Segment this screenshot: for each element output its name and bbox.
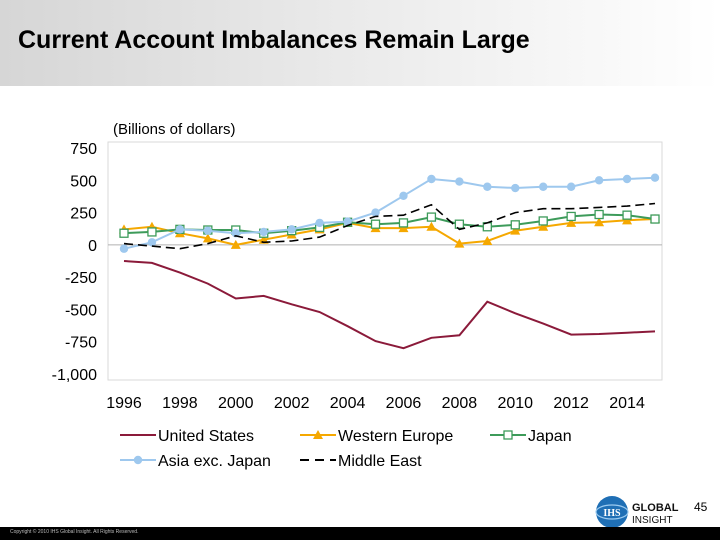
series-3-point: [539, 182, 548, 191]
series-line-3: [123, 176, 656, 250]
y-tick-label: 750: [70, 141, 97, 158]
series-1-point: [538, 221, 549, 231]
series-3-point: [566, 182, 576, 191]
series-line-4: [123, 202, 656, 250]
copyright-text: Copyright © 2010 IHS Global Insight. All…: [10, 529, 139, 535]
series-3-point: [147, 238, 157, 247]
series-2-point: [370, 219, 381, 229]
series-3-point: [315, 218, 324, 228]
series-3-point: [371, 208, 380, 217]
series-2-point: [147, 227, 157, 237]
series-3-point: [175, 225, 185, 234]
series-3-point: [399, 191, 408, 200]
logo-orbit-icon: [595, 504, 629, 520]
logo-globe-icon: [596, 496, 628, 528]
series-3-point: [483, 182, 492, 191]
series-1-point: [594, 217, 605, 227]
logo-line1: GLOBAL: [632, 502, 679, 514]
series-3-point: [511, 183, 520, 193]
series-3-point: [287, 225, 296, 234]
series-2-point: [622, 210, 632, 220]
series-1-point: [230, 239, 241, 249]
legend-label-2: Japan: [528, 428, 572, 445]
series-1-point: [398, 223, 409, 233]
legend-label-3: Asia exc. Japan: [158, 453, 271, 470]
series-3-point: [650, 173, 660, 182]
x-tick-label: 2014: [609, 395, 645, 412]
plot-area: [107, 141, 663, 381]
legend-label-0: United States: [158, 428, 254, 445]
x-tick-label: 2004: [330, 395, 366, 412]
x-tick-label: 1998: [162, 395, 198, 412]
series-1-point: [510, 225, 521, 235]
series-1-point: [566, 217, 577, 227]
legend-marker-2: [503, 430, 513, 440]
legend-label-1: Western Europe: [338, 428, 453, 445]
series-2-point: [398, 218, 409, 228]
y-tick-label: 250: [70, 206, 97, 223]
series-line-0: [123, 260, 656, 350]
x-tick-label: 2008: [442, 395, 478, 412]
title-bar: Current Account Imbalances Remain Large: [0, 0, 720, 86]
series-3-point: [455, 177, 464, 186]
footer-bar: [0, 527, 720, 540]
page-number: 45: [694, 500, 708, 514]
x-tick-label: 2006: [386, 395, 422, 412]
series-3-point: [343, 217, 352, 226]
series-3-point: [622, 174, 632, 184]
logo-mark: IHS: [603, 508, 621, 519]
series-1-point: [426, 221, 437, 231]
y-tick-label: -1,000: [52, 367, 97, 384]
legend-label-4: Middle East: [338, 453, 422, 470]
series-2-point: [426, 212, 437, 222]
series-1-point: [454, 238, 465, 248]
series-2-point: [566, 211, 576, 222]
x-tick-label: 1996: [106, 395, 142, 412]
series-line-1: [123, 218, 656, 246]
x-tick-label: 2000: [218, 395, 254, 412]
y-tick-label: 0: [88, 238, 97, 255]
global-insight-logo: IHS GLOBAL INSIGHT: [595, 496, 679, 528]
y-tick-label: -500: [65, 302, 97, 319]
series-2-point: [650, 214, 660, 224]
series-3-point: [594, 176, 604, 185]
series-2-point: [454, 219, 465, 229]
chart-subtitle: (Billions of dollars): [113, 121, 236, 138]
legend-marker-1: [313, 430, 323, 439]
slide-title: Current Account Imbalances Remain Large: [18, 26, 530, 54]
series-2-point: [594, 209, 604, 220]
y-tick-label: 500: [70, 173, 97, 190]
y-tick-label: -250: [65, 270, 97, 287]
series-3-point: [119, 244, 129, 253]
series-1-point: [622, 215, 633, 225]
x-tick-label: 2002: [274, 395, 310, 412]
series-2-point: [538, 216, 548, 226]
y-tick-label: -750: [65, 335, 97, 352]
series-1-point: [202, 233, 213, 243]
series-3-point: [427, 174, 436, 184]
series-1-point: [482, 235, 493, 245]
series-3-point: [231, 229, 240, 238]
series-3-point: [259, 227, 268, 237]
series-3-point: [203, 226, 213, 235]
x-tick-label: 2010: [497, 395, 533, 412]
series-2-point: [119, 228, 129, 238]
series-2-point: [510, 220, 520, 230]
legend-marker-3: [133, 455, 143, 465]
logo-line2: INSIGHT: [632, 515, 673, 526]
x-tick-label: 2012: [553, 395, 589, 412]
